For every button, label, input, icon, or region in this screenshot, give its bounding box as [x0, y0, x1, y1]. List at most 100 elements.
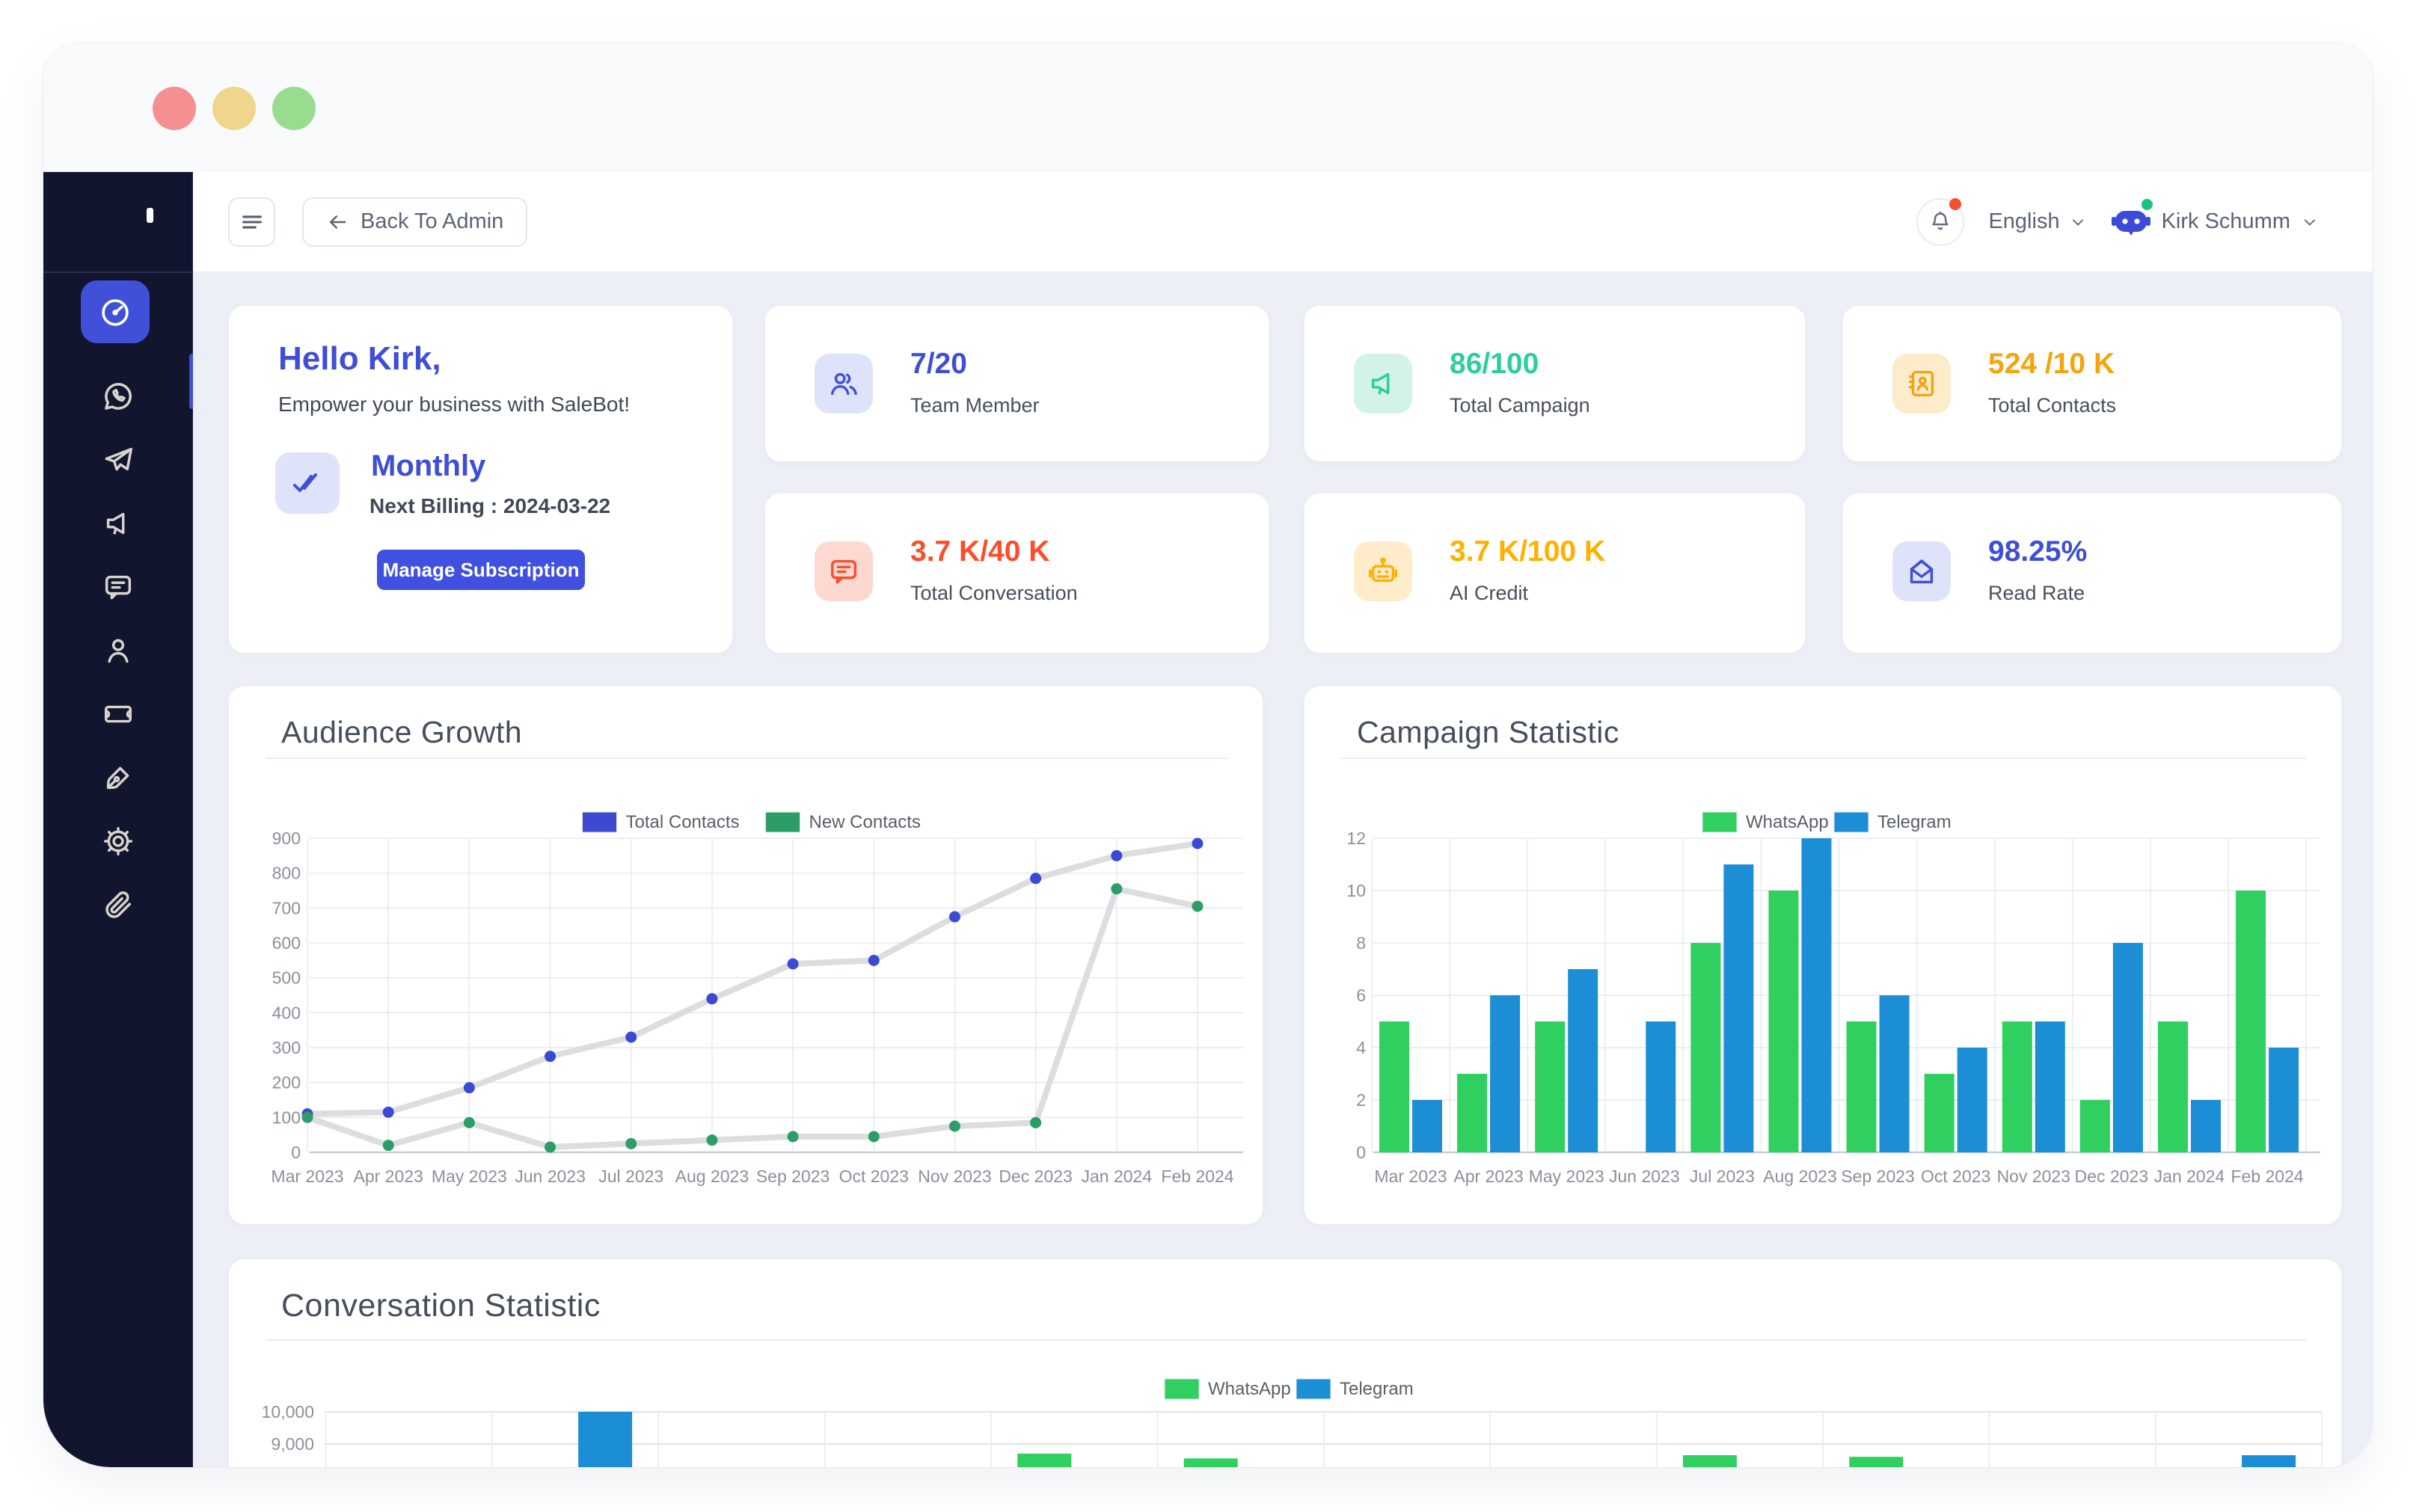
total-campaign-card: 86/100 Total Campaign	[1304, 305, 1806, 462]
svg-text:Aug 2023: Aug 2023	[675, 1167, 749, 1186]
ticket-icon	[104, 705, 132, 722]
divider	[1341, 757, 2306, 759]
ai-credit-tile	[1354, 541, 1412, 601]
svg-text:Sep 2023: Sep 2023	[1841, 1167, 1914, 1186]
svg-text:4: 4	[1356, 1038, 1366, 1057]
svg-text:10,000: 10,000	[262, 1402, 314, 1422]
traffic-light-minimize-icon[interactable]	[212, 87, 256, 130]
svg-text:Total Contacts: Total Contacts	[626, 812, 740, 832]
svg-text:Jul 2023: Jul 2023	[1690, 1167, 1755, 1186]
sidebar-item-telegram[interactable]	[43, 428, 192, 491]
sidebar-divider	[43, 271, 192, 273]
stat-label: Total Campaign	[1450, 394, 1590, 417]
svg-text:9,000: 9,000	[271, 1434, 314, 1454]
online-status-dot	[2141, 198, 2153, 210]
svg-text:Dec 2023: Dec 2023	[2075, 1167, 2148, 1186]
stat-label: AI Credit	[1450, 582, 1529, 604]
svg-text:Dec 2023: Dec 2023	[999, 1167, 1072, 1186]
team-icon	[830, 372, 857, 396]
svg-text:WhatsApp: WhatsApp	[1208, 1379, 1291, 1399]
chat-bubble-icon	[105, 575, 131, 599]
stat-value: 7/20	[910, 348, 967, 380]
user-icon	[107, 639, 129, 663]
svg-text:200: 200	[272, 1073, 301, 1092]
sidebar-item-dashboard[interactable]	[43, 280, 192, 364]
conversation-statistic-title: Conversation Statistic	[281, 1288, 601, 1324]
language-selector[interactable]: English	[1988, 209, 2086, 234]
stat-value: 3.7 K/40 K	[910, 535, 1050, 568]
svg-text:500: 500	[272, 968, 301, 988]
notifications-button[interactable]	[1916, 197, 1965, 246]
robot-icon	[1369, 557, 1397, 583]
megaphone-icon	[106, 512, 124, 535]
svg-text:Nov 2023: Nov 2023	[1997, 1167, 2070, 1186]
traffic-light-zoom-icon[interactable]	[272, 87, 316, 130]
svg-text:Oct 2023: Oct 2023	[1921, 1167, 1990, 1186]
stat-label: Total Contacts	[1988, 394, 2117, 417]
manage-subscription-button[interactable]: Manage Subscription	[377, 550, 585, 590]
svg-text:900: 900	[272, 829, 301, 848]
stat-value: 524 /10 K	[1988, 348, 2115, 380]
sidebar-item-broadcast[interactable]	[43, 491, 192, 555]
user-name: Kirk Schumm	[2161, 209, 2290, 233]
stat-label: Read Rate	[1988, 582, 2085, 604]
sidebar-toggle-button[interactable]	[228, 197, 275, 247]
megaphone-icon	[1371, 372, 1390, 395]
svg-text:Sep 2023: Sep 2023	[756, 1167, 830, 1186]
svg-text:New Contacts: New Contacts	[809, 812, 921, 832]
user-menu[interactable]: Kirk Schumm	[2111, 198, 2319, 239]
language-label: English	[1988, 209, 2060, 233]
team-member-card: 7/20 Team Member	[764, 305, 1269, 462]
svg-text:May 2023: May 2023	[432, 1167, 507, 1186]
svg-text:Feb 2024: Feb 2024	[1161, 1167, 1233, 1186]
robot-avatar-icon	[2111, 210, 2150, 236]
notification-badge	[1949, 197, 1962, 210]
arrow-left-icon	[330, 215, 346, 229]
svg-text:2: 2	[1356, 1090, 1366, 1110]
conversation-tile	[815, 541, 873, 601]
svg-text:8: 8	[1356, 933, 1366, 953]
conversation-statistic-chart: 10,000 9,000 WhatsApp Telegram	[262, 1378, 2323, 1467]
contact-book-icon	[1908, 370, 1934, 397]
chevron-down-icon	[2305, 219, 2315, 225]
svg-text:Jan 2024: Jan 2024	[1081, 1167, 1152, 1186]
svg-text:0: 0	[1356, 1143, 1366, 1162]
svg-text:12: 12	[1346, 829, 1366, 848]
sidebar-item-chat[interactable]	[43, 555, 192, 618]
svg-text:May 2023: May 2023	[1529, 1167, 1604, 1186]
greeting-title: Hello Kirk,	[278, 340, 441, 377]
svg-text:0: 0	[291, 1143, 301, 1162]
read-rate-card: 98.25% Read Rate	[1842, 493, 2342, 654]
svg-text:Jun 2023: Jun 2023	[1609, 1167, 1680, 1186]
sidebar-item-compose[interactable]	[43, 746, 192, 809]
campaign-statistic-title: Campaign Statistic	[1357, 715, 1619, 749]
avatar	[2111, 198, 2153, 239]
plan-tile	[275, 452, 340, 514]
sidebar-item-whatsapp[interactable]	[43, 364, 192, 428]
svg-text:800: 800	[272, 864, 301, 883]
svg-text:Jul 2023: Jul 2023	[598, 1167, 663, 1186]
svg-text:Feb 2024: Feb 2024	[2230, 1167, 2303, 1186]
sidebar	[43, 172, 195, 1467]
svg-text:Jan 2024: Jan 2024	[2154, 1167, 2225, 1186]
campaign-tile	[1354, 354, 1412, 414]
ai-credit-card: 3.7 K/100 K AI Credit	[1304, 493, 1806, 654]
traffic-light-close-icon[interactable]	[153, 87, 196, 130]
svg-text:WhatsApp: WhatsApp	[1746, 812, 1829, 832]
audience-growth-chart: 0 100 200 300 400 500 600 700 800 900 Mar 2023 Apr …	[271, 811, 1243, 1186]
svg-text:Jun 2023: Jun 2023	[515, 1167, 586, 1186]
svg-text:Aug 2023: Aug 2023	[1763, 1167, 1836, 1186]
next-billing: Next Billing : 2024-03-22	[370, 494, 611, 517]
sidebar-scroll-indicator[interactable]	[189, 354, 195, 409]
back-to-admin-button[interactable]: Back To Admin	[302, 197, 528, 247]
hamburger-icon	[242, 215, 262, 229]
sidebar-nav	[43, 280, 192, 936]
sidebar-item-settings[interactable]	[43, 809, 192, 873]
sidebar-item-attachments[interactable]	[43, 873, 192, 936]
audience-growth-title: Audience Growth	[281, 715, 523, 749]
svg-text:Apr 2023: Apr 2023	[1453, 1167, 1523, 1186]
sidebar-item-ticket[interactable]	[43, 682, 192, 746]
sidebar-item-contacts[interactable]	[43, 618, 192, 682]
app-window: Back To Admin English	[43, 43, 2373, 1467]
svg-text:Apr 2023: Apr 2023	[354, 1167, 423, 1186]
